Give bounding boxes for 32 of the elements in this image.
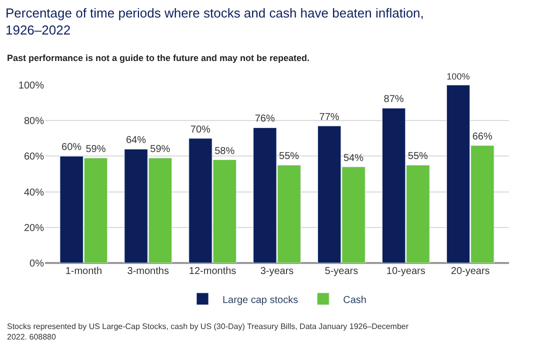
x-tick-label: 20-years bbox=[450, 266, 490, 277]
y-tick-label: 60% bbox=[24, 152, 44, 163]
legend-label: Cash bbox=[343, 294, 366, 306]
data-label: 55% bbox=[408, 151, 428, 162]
data-label: 55% bbox=[279, 151, 300, 162]
y-tick-label: 80% bbox=[24, 116, 44, 128]
data-label: 70% bbox=[190, 124, 211, 136]
chart-title: Percentage of time periods where stocks and cash have beaten inflation, 1926–2022 bbox=[5, 5, 424, 38]
x-tick-label: 12-months bbox=[188, 266, 236, 277]
data-label: 87% bbox=[384, 94, 404, 106]
data-label: 54% bbox=[343, 152, 364, 164]
y-tick-label: 0% bbox=[30, 258, 44, 270]
legend-label: Large cap stocks bbox=[222, 294, 298, 306]
x-tick-label: 1-month bbox=[65, 266, 102, 277]
data-label: 66% bbox=[472, 132, 492, 143]
data-label: 77% bbox=[319, 112, 340, 123]
x-tick-label: 5-years bbox=[324, 266, 358, 277]
x-tick-label: 10-years bbox=[386, 266, 426, 277]
data-label: 60% bbox=[62, 142, 82, 154]
x-tick-label: 3-years bbox=[260, 266, 294, 277]
y-tick-label: 40% bbox=[24, 187, 44, 198]
chart-subtitle: Past performance is not a guide to the future and may not be repeated. bbox=[7, 53, 310, 63]
data-label: 59% bbox=[150, 144, 170, 155]
data-label: 59% bbox=[86, 144, 106, 155]
text: Stocks represented by US Large-Cap Stocks, cash by US (30-Day) Treasury Bills, Data January 1926–December 2022. 608880 bbox=[7, 322, 409, 342]
x-tick-label: 3-months bbox=[127, 266, 169, 277]
y-tick-label: 20% bbox=[24, 222, 44, 234]
data-label: 100% bbox=[446, 71, 470, 82]
data-label: 64% bbox=[126, 135, 146, 146]
data-label: 76% bbox=[254, 114, 275, 125]
data-label: 58% bbox=[214, 146, 235, 157]
y-tick-label: 100% bbox=[18, 80, 44, 92]
